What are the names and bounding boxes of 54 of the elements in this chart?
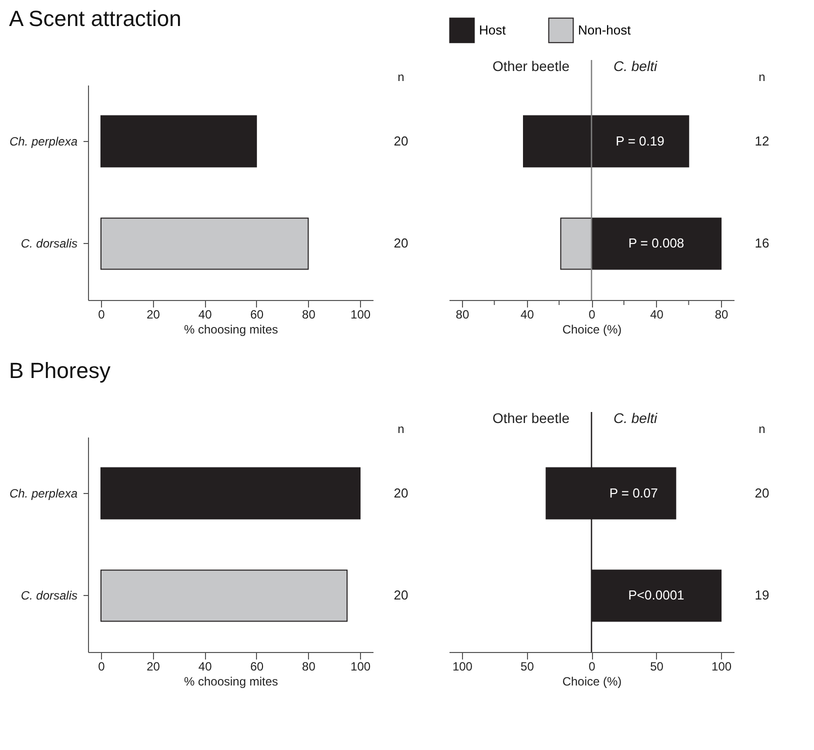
text: 20 [394, 485, 408, 500]
text: 19 [754, 588, 770, 603]
x-tick-label: 100 [452, 660, 473, 674]
x-tick-label: 80 [302, 660, 316, 674]
annotation: P = 0.008 [628, 236, 684, 251]
x-tick-label: 100 [350, 308, 371, 322]
text: 20 [754, 485, 770, 500]
x-tick-label: 50 [650, 660, 664, 674]
legend-label: Non-host [578, 22, 632, 38]
annotation: C. belti [614, 58, 658, 74]
text: 12 [754, 133, 770, 148]
x-tick-label: 80 [456, 308, 470, 322]
annotation: P = 0.19 [616, 133, 664, 148]
x-axis-title: Choice (%) [562, 322, 622, 336]
x-tick-label: 40 [650, 308, 664, 322]
text: 16 [754, 236, 770, 251]
text: n [758, 70, 766, 84]
text: 20 [394, 588, 408, 603]
x-tick-label: 100 [712, 660, 732, 674]
x-tick-label: 0 [588, 660, 596, 674]
y-tick-label: C. dorsalis [20, 236, 78, 251]
annotation: C. belti [614, 410, 658, 426]
annotation: P = 0.07 [609, 485, 658, 500]
x-tick-label: 20 [146, 660, 160, 674]
x-tick-label: 20 [146, 308, 160, 322]
text: n [758, 422, 766, 436]
x-tick-label: 0 [98, 308, 106, 322]
y-tick-label: C. dorsalis [20, 588, 78, 603]
x-tick-label: 80 [714, 308, 729, 322]
annotation: Other beetle [492, 410, 570, 426]
chart-title: B Phoresy [8, 358, 110, 383]
chart-title: A Scent attraction [8, 6, 182, 31]
x-axis-title: % choosing mites [184, 322, 278, 336]
x-tick-label: 80 [302, 308, 316, 322]
x-axis-title: % choosing mites [184, 674, 278, 688]
y-tick-label: Ch. perplexa [9, 486, 78, 500]
x-tick-label: 100 [350, 660, 371, 674]
x-axis-title: Choice (%) [562, 674, 622, 688]
text: 20 [394, 236, 408, 251]
annotation: P<0.0001 [628, 588, 684, 603]
x-tick-label: 40 [198, 308, 212, 322]
text: 20 [394, 133, 408, 148]
x-tick-label: 0 [98, 660, 106, 674]
text: n [398, 422, 404, 436]
x-tick-label: 40 [198, 660, 212, 674]
y-tick-label: Ch. perplexa [9, 134, 78, 148]
legend-label: Host [479, 22, 506, 38]
x-tick-label: 40 [520, 308, 534, 322]
text: n [398, 70, 404, 84]
x-tick-label: 60 [250, 660, 264, 674]
x-tick-label: 0 [588, 308, 596, 322]
annotation: Other beetle [492, 58, 570, 74]
x-tick-label: 60 [250, 308, 264, 322]
x-tick-label: 50 [520, 660, 534, 674]
